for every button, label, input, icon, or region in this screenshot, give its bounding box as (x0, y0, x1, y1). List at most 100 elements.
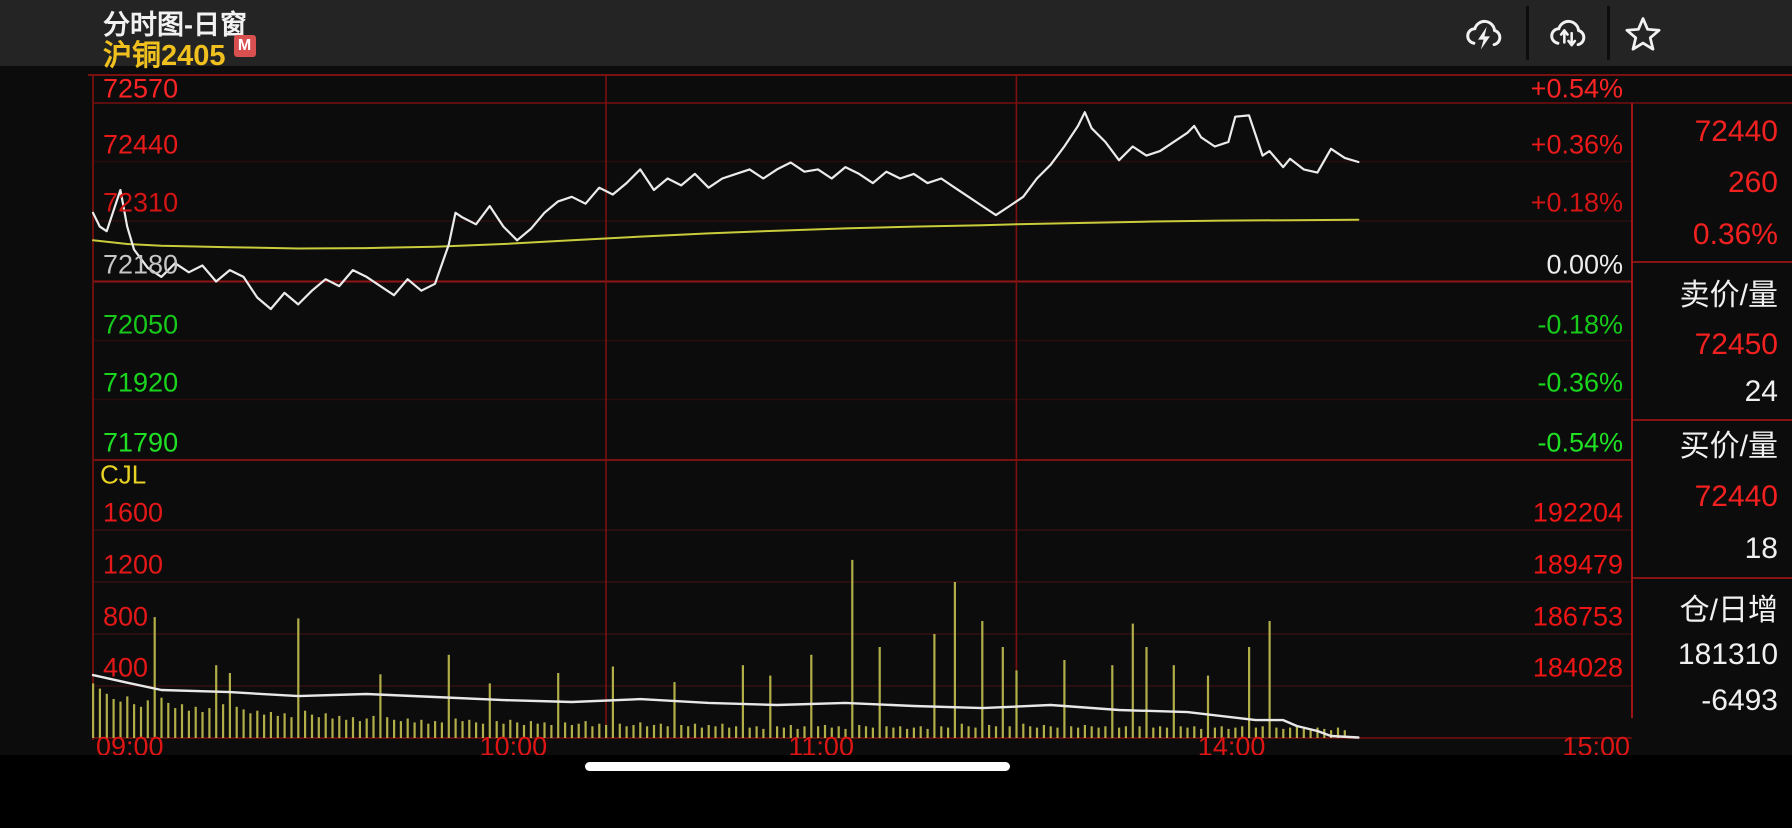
volume-bar (345, 719, 348, 738)
volume-bar (1165, 727, 1169, 738)
volume-bar (591, 726, 594, 738)
bid-price: 72440 (1694, 480, 1778, 513)
volume-bar (1015, 670, 1018, 738)
volume-bar (393, 719, 396, 738)
volume-bar (427, 723, 430, 738)
volume-bar (933, 634, 936, 738)
home-indicator[interactable] (585, 762, 1010, 771)
cloud-sync-icon[interactable] (1546, 13, 1590, 57)
volume-bar (98, 688, 101, 738)
volume-bar (830, 727, 833, 738)
price-line (91, 111, 1360, 311)
volume-bar (1152, 727, 1155, 738)
price-axis-label: 72440 (103, 129, 179, 160)
volume-bar (167, 702, 170, 738)
volume-bar (358, 721, 361, 738)
volume-bar (1138, 726, 1141, 738)
volume-bar (557, 673, 560, 738)
volume-bar (837, 726, 840, 738)
volume-bar (208, 708, 211, 738)
volume-axis-label: 800 (103, 601, 149, 632)
volume-bar (146, 700, 149, 738)
volume-bar (1042, 725, 1045, 738)
volume-bar (646, 726, 649, 738)
volume-bar (632, 725, 635, 738)
volume-bar (1172, 665, 1175, 738)
volume-bar (817, 726, 820, 738)
volume-bar (215, 665, 218, 738)
oi-daily-change: -6493 (1701, 684, 1778, 717)
volume-bar (1316, 727, 1319, 738)
bottom-strip (0, 755, 1792, 828)
volume-bar (639, 722, 642, 738)
volume-bar (577, 723, 580, 738)
volume-bar (92, 683, 95, 738)
volume-bar (187, 710, 190, 738)
volume-bar (1206, 675, 1210, 738)
volume-bar (1022, 723, 1025, 738)
volume-bar (1049, 726, 1052, 738)
volume-bar (899, 726, 902, 738)
volume-bar (1035, 727, 1039, 738)
volume-bar (878, 647, 881, 738)
volume-bar (160, 697, 163, 738)
volume-bar (885, 726, 888, 738)
volume-bar (906, 728, 909, 738)
volume-bar (919, 726, 922, 738)
volume-bar (762, 728, 765, 738)
volume-bar (529, 721, 532, 738)
favorite-star-icon[interactable] (1621, 13, 1665, 57)
volume-bar (1330, 730, 1333, 738)
volume-bar (133, 704, 136, 738)
volume-bar (864, 726, 868, 738)
volume-axis-label: 400 (103, 652, 149, 683)
volume-bar (1104, 726, 1107, 738)
price-axis-label: 72570 (103, 73, 179, 104)
contract-name[interactable]: 沪铜2405 (103, 40, 226, 72)
volume-bar (1077, 727, 1080, 738)
last-price: 72440 (1694, 115, 1778, 148)
open-interest-line (91, 673, 1360, 739)
volume-bar (242, 709, 245, 738)
volume-bar (406, 718, 409, 738)
volume-bar (823, 725, 827, 738)
cloud-flash-icon[interactable] (1462, 13, 1506, 57)
volume-bar (714, 726, 717, 738)
volume-bar (721, 723, 724, 738)
volume-bar (126, 696, 129, 738)
volume-bar (1131, 623, 1134, 738)
volume-bar (570, 725, 573, 738)
volume-bar (1234, 727, 1237, 738)
contract-selector[interactable]: 沪铜2405 M (103, 32, 256, 72)
volume-bar (912, 727, 915, 738)
volume-bar (1008, 726, 1011, 738)
volume-bar (611, 666, 614, 738)
volume-bar (1056, 727, 1059, 738)
volume-bar (105, 693, 108, 738)
volume-bar (1241, 726, 1244, 738)
volume-bar (1254, 727, 1257, 738)
volume-bar (1193, 726, 1196, 738)
volume-bar (1275, 727, 1278, 738)
percent-axis-label: +0.54% (1530, 73, 1623, 104)
volume-axis-label: 1600 (103, 497, 164, 528)
indicator-label: CJL (100, 459, 147, 490)
volume-bar (1336, 727, 1340, 738)
volume-bar (522, 725, 526, 738)
volume-bar (1186, 727, 1189, 738)
price-change-pct: 0.36% (1692, 218, 1778, 251)
volume-bar (598, 723, 601, 738)
volume-bar (290, 717, 293, 738)
volume-bar (700, 727, 703, 738)
price-axis-label: 72180 (103, 249, 179, 280)
volume-axis-label: 1200 (103, 549, 164, 580)
oi-axis-label: 192204 (1532, 497, 1623, 528)
volume-bar (994, 726, 998, 738)
volume-bar (926, 728, 929, 738)
volume-bar (1268, 621, 1271, 738)
volume-bar (851, 559, 854, 738)
volume-bar (399, 721, 402, 738)
volume-bar (475, 722, 478, 738)
volume-bar (1179, 726, 1182, 738)
